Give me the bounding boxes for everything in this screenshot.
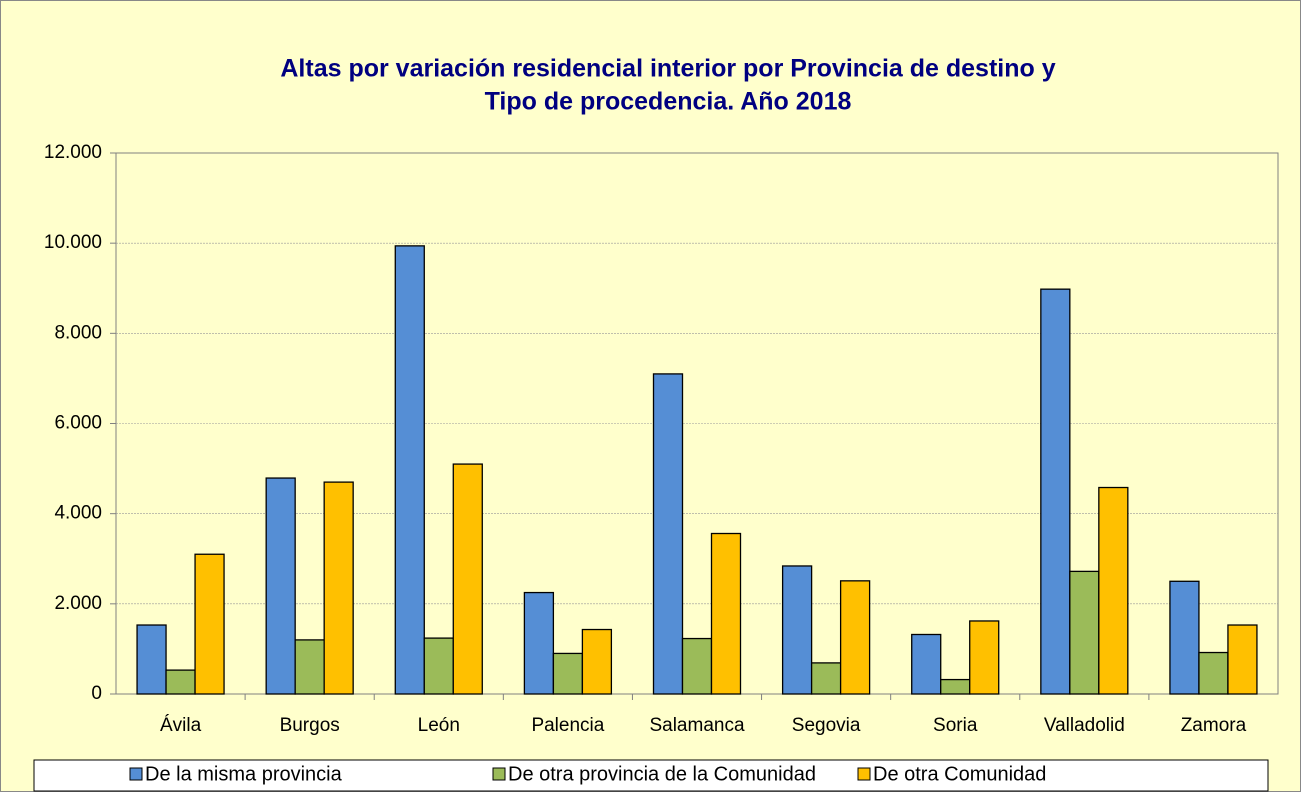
bar	[394, 245, 425, 695]
bar	[452, 463, 483, 695]
bar	[323, 481, 354, 695]
bar	[1198, 651, 1229, 695]
bar	[523, 591, 555, 695]
x-tick-label: Ávila	[160, 715, 202, 736]
y-tick-label: 10.000	[44, 232, 102, 253]
bar	[781, 565, 813, 695]
bar	[1227, 624, 1258, 695]
x-tick-label: Valladolid	[1044, 715, 1125, 736]
bar	[265, 477, 296, 695]
chart-title: Tipo de procedencia. Año 2018	[485, 88, 852, 116]
bar	[940, 678, 971, 695]
x-tick-label: Segovia	[792, 715, 861, 736]
bar	[581, 628, 613, 695]
legend-swatch	[857, 767, 871, 781]
x-tick-label: Zamora	[1181, 715, 1247, 736]
bar	[681, 637, 713, 695]
bar	[423, 637, 454, 695]
y-tick-label: 12.000	[44, 142, 102, 163]
bar	[136, 624, 167, 695]
bar	[710, 532, 742, 695]
bar	[969, 620, 1000, 695]
bar	[652, 373, 684, 695]
legend-swatch	[492, 767, 506, 781]
y-tick-label: 4.000	[54, 503, 102, 524]
x-tick-label: León	[418, 715, 460, 736]
bar	[839, 580, 871, 695]
y-tick-label: 2.000	[54, 593, 102, 614]
y-tick-label: 6.000	[54, 413, 102, 434]
legend	[33, 759, 1269, 792]
bar	[1069, 570, 1100, 695]
bar	[911, 633, 942, 695]
bar	[165, 669, 196, 695]
x-tick-label: Salamanca	[649, 715, 744, 736]
chart-title: Altas por variación residencial interior…	[280, 55, 1055, 83]
x-tick-label: Palencia	[531, 715, 604, 736]
x-tick-label: Burgos	[280, 715, 340, 736]
x-tick-label: Soria	[933, 715, 978, 736]
bar	[1169, 580, 1200, 695]
bar	[810, 662, 842, 695]
bar	[194, 553, 225, 695]
legend-swatch	[129, 767, 143, 781]
bar	[1098, 486, 1129, 695]
bar	[552, 652, 584, 695]
y-tick-label: 8.000	[54, 322, 102, 343]
bar	[1040, 288, 1071, 695]
legend-label: De otra provincia de la Comunidad	[508, 763, 816, 785]
legend-label: De otra Comunidad	[873, 763, 1046, 785]
bar	[294, 639, 325, 695]
y-tick-label: 0	[91, 683, 102, 704]
legend-label: De la misma provincia	[145, 763, 343, 785]
